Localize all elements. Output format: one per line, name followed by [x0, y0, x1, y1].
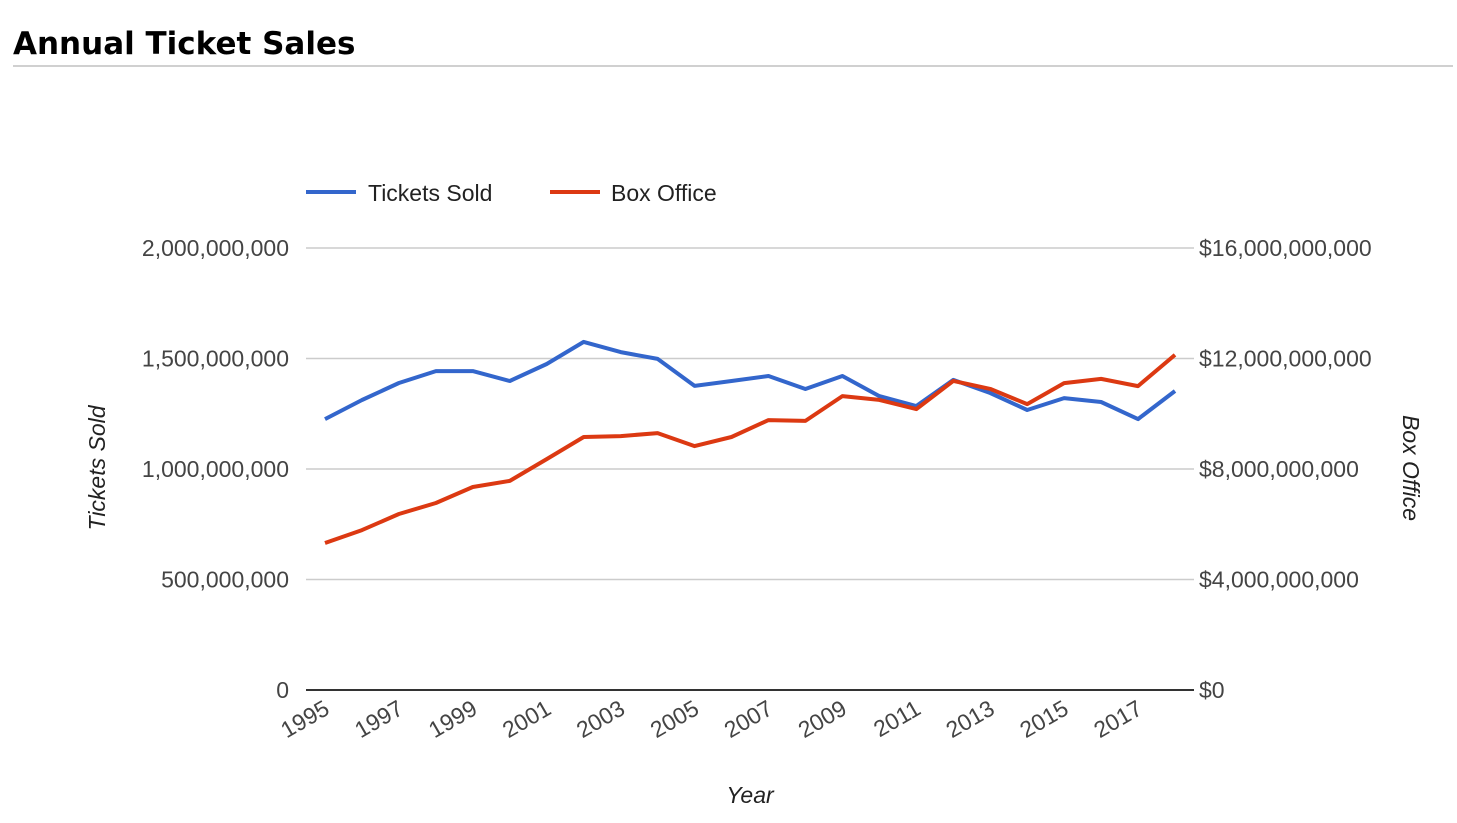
legend-label-tickets-sold: Tickets Sold: [368, 180, 492, 206]
y-tick-label: 2,000,000,000: [142, 235, 289, 261]
y2-tick-label: $4,000,000,000: [1199, 567, 1359, 593]
title-divider: [13, 65, 1453, 67]
y2-tick-label: $12,000,000,000: [1199, 346, 1372, 372]
series-line-tickets-sold[interactable]: [324, 339, 1177, 422]
y2-axis-title: Box Office: [1398, 415, 1424, 521]
x-axis-title: Year: [726, 782, 775, 808]
left-axis-ticks: 0 500,000,000 1,000,000,000 1,500,000,000 2,…: [142, 235, 289, 703]
x-tick-label: 2017: [1089, 695, 1146, 743]
x-tick-label: 2005: [646, 695, 703, 743]
x-tick-label: 2013: [941, 695, 998, 743]
x-tick-label: 2003: [572, 695, 629, 743]
x-tick-label: 1999: [424, 695, 481, 743]
gridlines: [306, 247, 1194, 581]
legend-item-tickets-sold[interactable]: Tickets Sold: [306, 180, 492, 206]
page-title: Annual Ticket Sales: [13, 26, 356, 62]
x-tick-label: 2007: [720, 695, 777, 743]
y2-tick-label: $8,000,000,000: [1199, 456, 1359, 482]
series-lines: [324, 339, 1177, 545]
y-axis-title: Tickets Sold: [84, 404, 110, 530]
x-tick-label: 2011: [869, 695, 925, 742]
y2-tick-label: $0: [1199, 677, 1225, 703]
legend-item-box-office[interactable]: Box Office: [550, 180, 717, 206]
y-tick-label: 1,500,000,000: [142, 346, 289, 372]
x-tick-label: 2001: [498, 695, 555, 743]
series-line-box-office[interactable]: [324, 353, 1177, 545]
y-tick-label: 0: [276, 677, 289, 703]
legend-label-box-office: Box Office: [611, 180, 717, 206]
x-tick-label: 1997: [350, 695, 407, 743]
legend: Tickets Sold Box Office: [306, 180, 717, 206]
y2-tick-label: $16,000,000,000: [1199, 235, 1372, 261]
x-tick-label: 2009: [794, 695, 851, 743]
y-tick-label: 1,000,000,000: [142, 456, 289, 482]
x-axis-ticks: 1995 1997 1999 2001 2003 2005 2007 2009 2011 2013…: [276, 695, 1146, 743]
x-tick-label: 2015: [1015, 695, 1072, 743]
right-axis-ticks: $0 $4,000,000,000 $8,000,000,000 $12,000,00…: [1199, 235, 1372, 703]
y-tick-label: 500,000,000: [161, 567, 289, 593]
